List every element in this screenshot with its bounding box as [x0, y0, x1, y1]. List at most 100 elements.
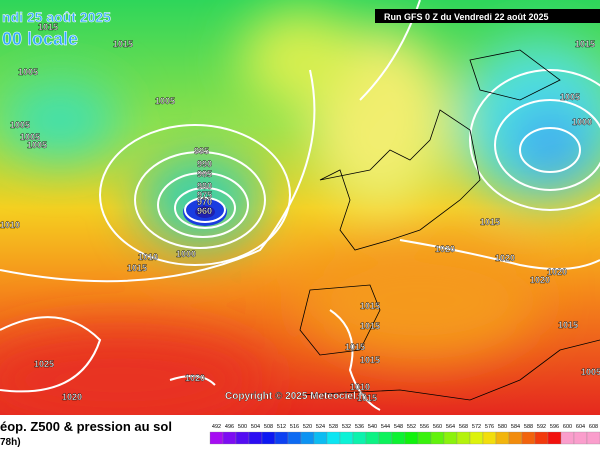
- scale-label: 520: [303, 424, 312, 430]
- isobar-label: 1020: [547, 267, 567, 277]
- isobar-label: 1005: [18, 67, 38, 77]
- scale-label: 540: [368, 424, 377, 430]
- isobar-label: 970: [197, 197, 212, 207]
- isobar-label: 960: [197, 206, 212, 216]
- scale-label: 556: [420, 424, 429, 430]
- isobar-label: 1020: [495, 253, 515, 263]
- scale-label: 528: [329, 424, 338, 430]
- scale-label: 580: [498, 424, 507, 430]
- isobar-label: 1000: [572, 117, 592, 127]
- scale-label: 564: [446, 424, 455, 430]
- scale-swatch: [404, 431, 419, 445]
- scale-swatch: [222, 431, 237, 445]
- isobar-label: 1015: [575, 39, 595, 49]
- isobar-label: 1015: [360, 321, 380, 331]
- isobar-label: 1005: [27, 140, 47, 150]
- scale-swatch: [417, 431, 432, 445]
- isobar-label: 1020: [185, 373, 205, 383]
- scale-swatch: [508, 431, 523, 445]
- isobar-label: 1020: [435, 244, 455, 254]
- scale-swatch: [456, 431, 471, 445]
- isobar-label: 1015: [127, 263, 147, 273]
- scale-label: 500: [238, 424, 247, 430]
- scale-swatch: [482, 431, 497, 445]
- isobar-label: 1010: [350, 382, 370, 392]
- scale-swatch: [495, 431, 510, 445]
- scale-label: 504: [251, 424, 260, 430]
- isobar-label: 1005: [10, 120, 30, 130]
- scale-swatch: [469, 431, 484, 445]
- scale-label: 544: [381, 424, 390, 430]
- isobar-label: 1015: [360, 355, 380, 365]
- scale-label: 516: [290, 424, 299, 430]
- isobar-label: 990: [197, 159, 212, 169]
- footer-subtitle: 78h): [0, 437, 21, 448]
- isobar-label: 1015: [38, 22, 58, 32]
- scale-swatch: [521, 431, 536, 445]
- scale-swatch: [209, 431, 224, 445]
- scale-swatch: [261, 431, 276, 445]
- isobar-label: 1005: [155, 96, 175, 106]
- map-background: [0, 0, 600, 430]
- scale-label: 572: [472, 424, 481, 430]
- scale-label: 608: [589, 424, 598, 430]
- isobar-label: 1005: [560, 92, 580, 102]
- scale-label: 588: [524, 424, 533, 430]
- isobar-label: 995: [194, 146, 209, 156]
- scale-label: 496: [225, 424, 234, 430]
- isobar-label: 1000: [176, 249, 196, 259]
- scale-label: 604: [576, 424, 585, 430]
- scale-label: 596: [550, 424, 559, 430]
- scale-label: 548: [394, 424, 403, 430]
- scale-swatch: [274, 431, 289, 445]
- scale-label: 536: [355, 424, 364, 430]
- scale-swatch: [352, 431, 367, 445]
- scale-swatch: [430, 431, 445, 445]
- scale-label: 532: [342, 424, 351, 430]
- scale-swatch: [443, 431, 458, 445]
- scale-label: 568: [459, 424, 468, 430]
- scale-swatch: [586, 431, 600, 445]
- isobar-label: 1005: [20, 132, 40, 142]
- isobar-label: 975: [197, 190, 212, 200]
- scale-swatch: [365, 431, 380, 445]
- copyright: Copyright © 2025 Meteociel.fr: [225, 391, 366, 402]
- isobar-label: 1015: [113, 39, 133, 49]
- scale-swatch: [235, 431, 250, 445]
- scale-label: 492: [212, 424, 221, 430]
- scale-swatch: [560, 431, 575, 445]
- isobar-label: 1010: [0, 220, 20, 230]
- run: Run GFS 0 Z du Vendredi 22 août 2025: [384, 12, 549, 22]
- scale-swatch: [391, 431, 406, 445]
- scale-swatch: [378, 431, 393, 445]
- isobar-label: 1015: [558, 320, 578, 330]
- scale-label: 512: [277, 424, 286, 430]
- isobar-label: 1015: [480, 217, 500, 227]
- isobar-label: 1015: [357, 393, 377, 403]
- isobar-label: 985: [197, 169, 212, 179]
- isobar-label: 1020: [530, 275, 550, 285]
- isobar-label: 1025: [34, 359, 54, 369]
- isobar-label: 1020: [62, 392, 82, 402]
- scale-label: 508: [264, 424, 273, 430]
- scale-label: 600: [563, 424, 572, 430]
- scale-swatch: [573, 431, 588, 445]
- isobar-label: 1015: [360, 301, 380, 311]
- scale-swatch: [534, 431, 549, 445]
- scale-swatch: [326, 431, 341, 445]
- isobar-label: 1015: [345, 342, 365, 352]
- isobar-label: 1005: [581, 367, 600, 377]
- scale-swatch: [313, 431, 328, 445]
- scale-label: 592: [537, 424, 546, 430]
- scale-swatch: [287, 431, 302, 445]
- scale-label: 584: [511, 424, 520, 430]
- date: ndi 25 août 2025: [2, 9, 111, 25]
- scale-label: 524: [316, 424, 325, 430]
- scale-swatch: [339, 431, 354, 445]
- scale-swatch: [547, 431, 562, 445]
- scale-swatch: [248, 431, 263, 445]
- isobar-lines: [0, 0, 600, 410]
- time: 00 locale: [2, 29, 78, 49]
